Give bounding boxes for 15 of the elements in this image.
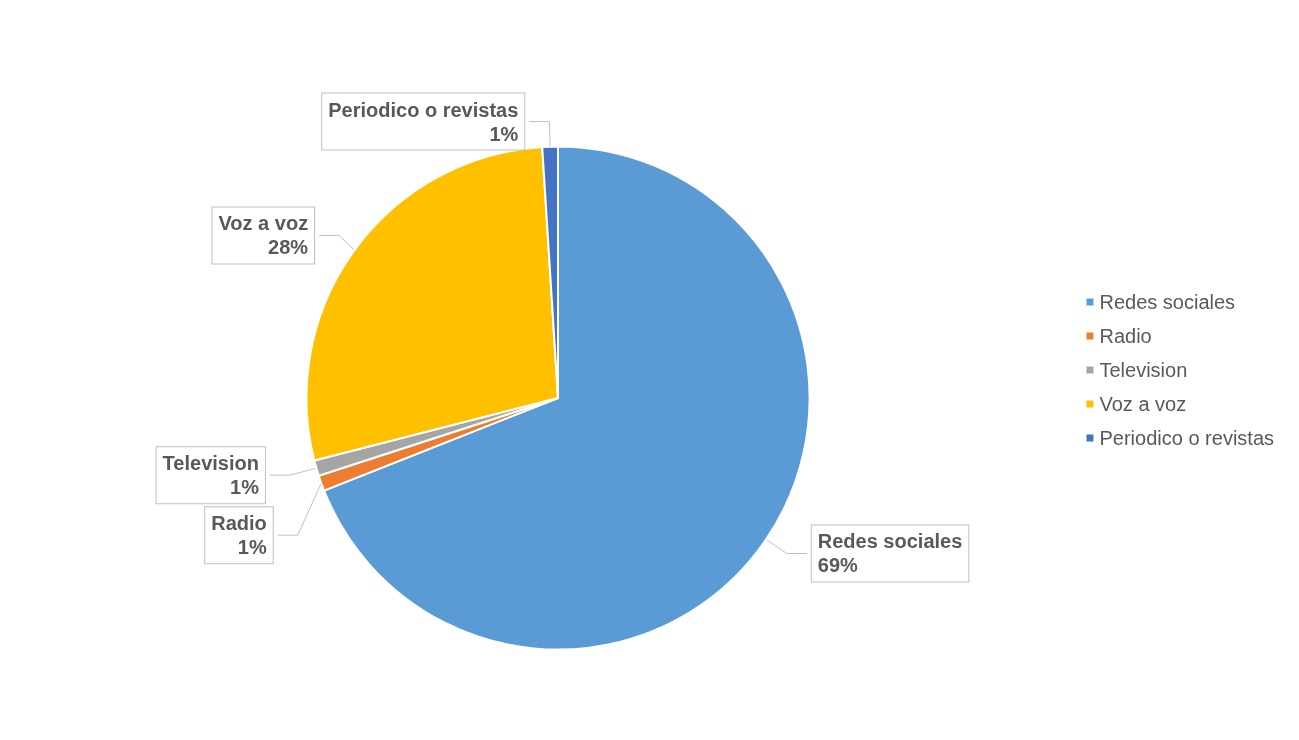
data-label: 1% [489, 122, 519, 145]
data-label: 69% [817, 554, 859, 577]
legend-label: Radio [1099, 325, 1152, 347]
slice-label: Periodico o revistas [328, 98, 519, 121]
legend-label: Periodico o revistas [1099, 427, 1275, 449]
legend-label: Redes sociales [1099, 291, 1236, 313]
legend-label: Television [1099, 359, 1188, 381]
data-label: 28% [268, 236, 309, 259]
slice-label: Radio [211, 512, 267, 535]
data-label: 1% [237, 536, 267, 559]
slice-label: Redes sociales [817, 530, 963, 553]
data-label: 1% [230, 476, 260, 499]
slice-label: Voz a voz [218, 212, 309, 235]
slice-label: Television [162, 452, 259, 475]
legend-label: Voz a voz [1099, 393, 1187, 415]
